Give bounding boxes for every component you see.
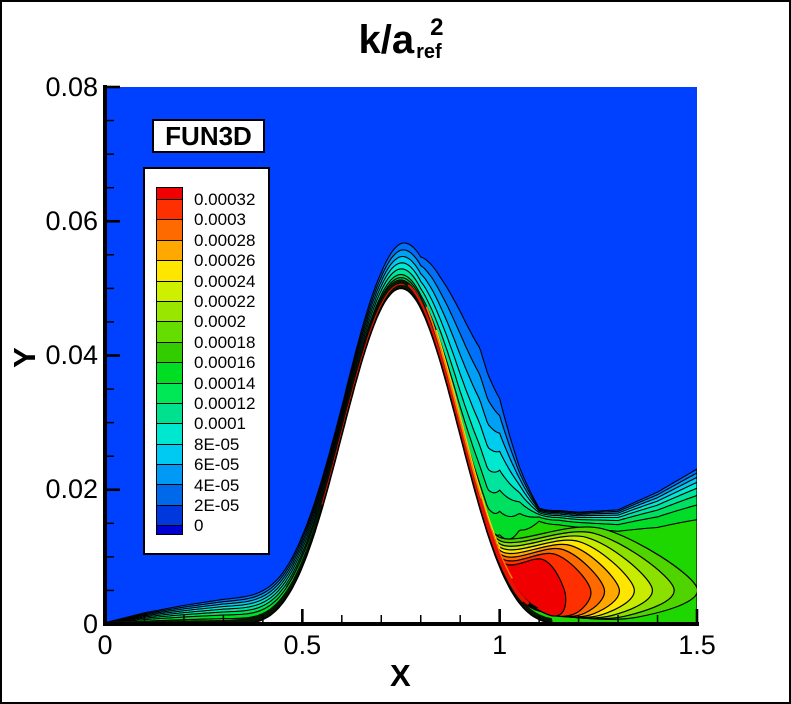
legend-color-cell-6 xyxy=(156,301,183,323)
surface-streak-0 xyxy=(435,329,501,549)
surface-streak-4 xyxy=(321,283,405,505)
legend-color-cell-17 xyxy=(156,526,183,536)
legend-color-cell-15 xyxy=(156,485,183,506)
legend-color-cell-8 xyxy=(156,342,183,364)
legend-label-0.00026: 0.00026 xyxy=(194,251,256,271)
y-axis-line xyxy=(103,85,107,626)
legend-label-0.0003: 0.0003 xyxy=(194,210,246,230)
x-tick-label-0: 0 xyxy=(97,630,113,660)
bump-surface-outline xyxy=(223,287,577,624)
legend-label-0.00012: 0.00012 xyxy=(194,394,256,413)
legend-color-cell-2 xyxy=(156,220,183,241)
x-axis-line xyxy=(103,622,699,626)
legend-color-cell-0 xyxy=(156,187,183,200)
legend-label-0.00032: 0.00032 xyxy=(194,190,256,209)
legend-color-cell-10 xyxy=(156,383,183,404)
legend-color-cell-9 xyxy=(156,363,183,384)
solver-label-box: FUN3D xyxy=(152,119,265,153)
contour-field xyxy=(105,242,697,624)
legend-colorbar xyxy=(156,187,183,536)
legend-color-cell-13 xyxy=(156,444,183,466)
legend-color-cell-3 xyxy=(156,240,183,262)
surface-streak-3 xyxy=(478,497,530,605)
legend-label-0.00014: 0.00014 xyxy=(194,373,256,393)
title-subsup: 2 ref xyxy=(416,16,443,63)
legend-color-cell-7 xyxy=(156,322,183,343)
legend-color-cell-16 xyxy=(156,505,183,527)
y-tick-label-0.06: 0.06 xyxy=(45,205,98,236)
legend-label-6E-05: 6E-05 xyxy=(194,455,240,475)
title-superscript: 2 xyxy=(430,14,444,41)
y-tick-label-0.04: 0.04 xyxy=(45,340,98,370)
legend-color-cell-11 xyxy=(156,403,183,425)
legend-color-cell-12 xyxy=(156,424,183,445)
plot-title: k/a 2 ref xyxy=(105,16,697,63)
legend-label-0.00022: 0.00022 xyxy=(194,292,256,311)
x-tick-label-0.5: 0.5 xyxy=(283,630,322,660)
legend-label-4E-05: 4E-05 xyxy=(194,475,240,495)
legend-label-0.00024: 0.00024 xyxy=(194,271,256,291)
legend-color-cell-5 xyxy=(156,281,183,302)
contour-legend: 0.00032 0.0003 0.00028 0.00026 0.00024 0.0002… xyxy=(143,167,270,555)
legend-label-0.00028: 0.00028 xyxy=(194,230,256,250)
legend-label-0: 0 xyxy=(194,516,204,536)
y-tick-label-0.02: 0.02 xyxy=(45,474,98,505)
y-tick-label-0.08: 0.08 xyxy=(45,71,98,102)
solver-label: FUN3D xyxy=(165,120,252,151)
y-tick-label-0: 0 xyxy=(82,608,98,639)
legend-color-cell-1 xyxy=(156,200,183,221)
surface-streak-1 xyxy=(425,306,513,579)
x-tick-label-1.5: 1.5 xyxy=(678,630,716,660)
legend-color-cell-4 xyxy=(156,261,183,282)
axes xyxy=(103,85,699,626)
legend-label-8E-05: 8E-05 xyxy=(194,434,240,454)
title-subscript: ref xyxy=(416,41,442,63)
legend-color-cell-14 xyxy=(156,465,183,486)
legend-label-2E-05: 2E-05 xyxy=(194,496,240,515)
x-axis-title: X xyxy=(390,658,411,693)
title-main: k/a xyxy=(358,18,415,62)
legend-label-0.00016: 0.00016 xyxy=(194,353,256,373)
legend-label-0.00018: 0.00018 xyxy=(194,332,256,352)
x-tick-label-1: 1 xyxy=(492,630,508,660)
legend-label-0.0002: 0.0002 xyxy=(194,312,246,332)
legend-label-0.0001: 0.0001 xyxy=(194,414,246,434)
